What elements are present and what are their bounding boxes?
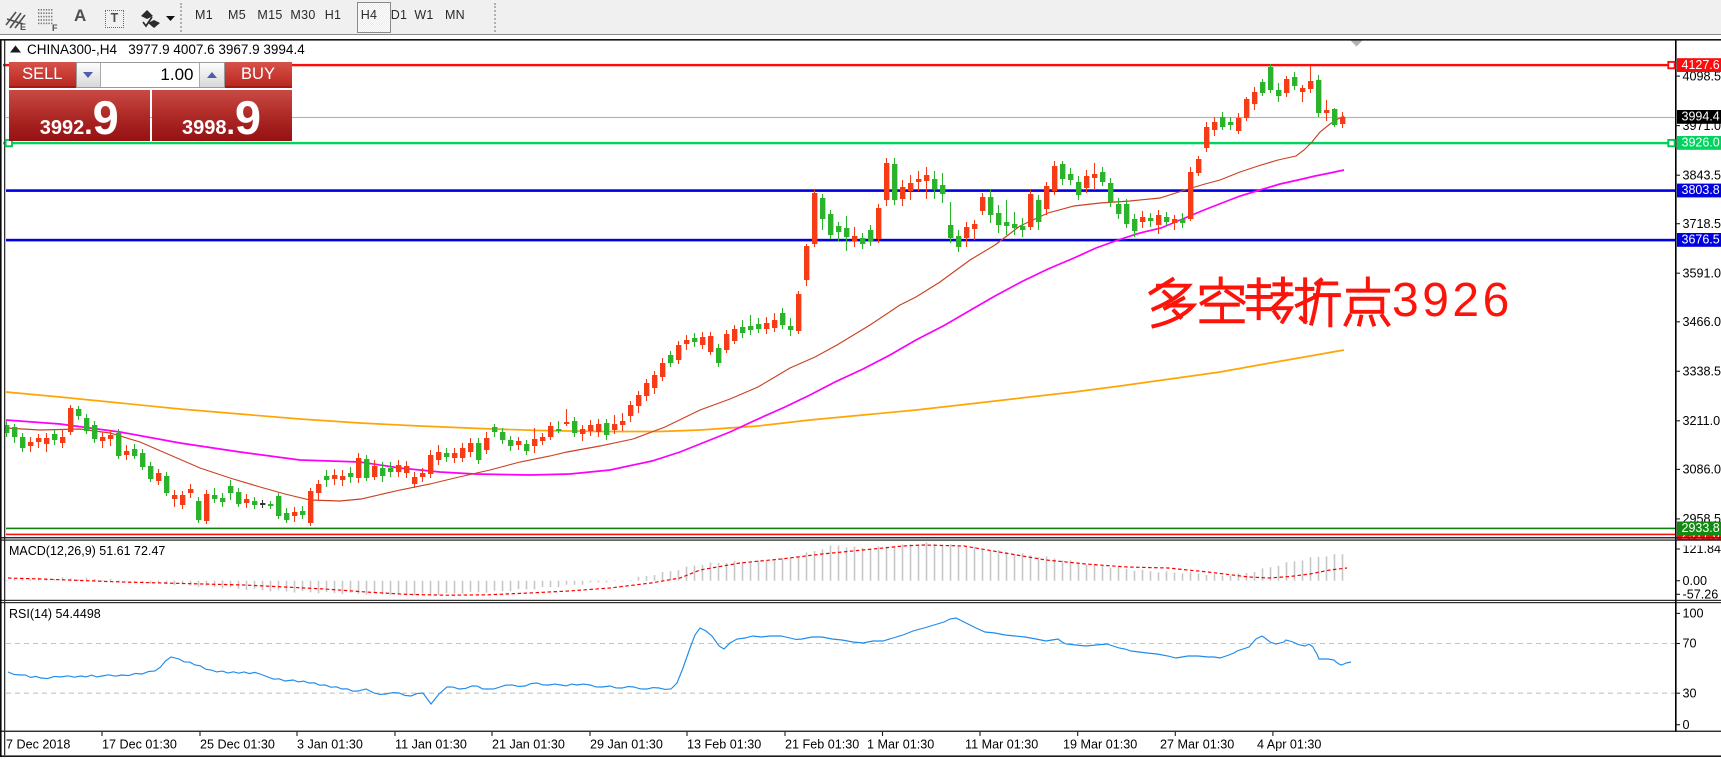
svg-text:3211.0: 3211.0: [1683, 414, 1721, 428]
svg-text:0: 0: [1683, 718, 1690, 732]
svg-text:4127.6: 4127.6: [1682, 58, 1720, 72]
svg-text:3803.8: 3803.8: [1682, 183, 1720, 197]
svg-text:29 Jan 01:30: 29 Jan 01:30: [590, 738, 663, 752]
svg-text:3843.5: 3843.5: [1683, 168, 1721, 182]
svg-text:13 Feb 01:30: 13 Feb 01:30: [687, 738, 761, 752]
svg-text:30: 30: [1683, 686, 1697, 700]
svg-text:RSI(14) 54.4498: RSI(14) 54.4498: [9, 607, 101, 621]
svg-text:-57.26: -57.26: [1683, 588, 1719, 602]
svg-text:3086.0: 3086.0: [1683, 463, 1721, 477]
svg-text:3926: 3926: [1392, 274, 1513, 327]
svg-text:CHINA300-,H4 3977.9 4007.6 3: CHINA300-,H4 3977.9 4007.6 3967.9 3994.4: [27, 42, 305, 57]
svg-text:7 Dec 2018: 7 Dec 2018: [6, 738, 70, 752]
svg-text:70: 70: [1683, 637, 1697, 651]
svg-text:100: 100: [1683, 607, 1704, 621]
svg-text:3676.5: 3676.5: [1682, 233, 1720, 247]
svg-text:3 Jan 01:30: 3 Jan 01:30: [297, 738, 363, 752]
svg-text:25 Dec 01:30: 25 Dec 01:30: [200, 738, 275, 752]
svg-text:3718.5: 3718.5: [1683, 217, 1721, 231]
svg-text:27 Mar 01:30: 27 Mar 01:30: [1160, 738, 1234, 752]
svg-text:11 Mar 01:30: 11 Mar 01:30: [965, 738, 1038, 752]
svg-text:21 Jan 01:30: 21 Jan 01:30: [492, 738, 565, 752]
svg-text:3466.0: 3466.0: [1683, 315, 1721, 329]
svg-text:3591.0: 3591.0: [1683, 266, 1721, 280]
svg-text:3338.5: 3338.5: [1683, 365, 1721, 379]
svg-text:21 Feb 01:30: 21 Feb 01:30: [785, 738, 859, 752]
svg-text:0.00: 0.00: [1683, 574, 1708, 588]
svg-text:3926.0: 3926.0: [1682, 136, 1720, 150]
svg-text:3994.4: 3994.4: [1682, 110, 1720, 124]
svg-text:F: F: [52, 23, 58, 32]
svg-text:2933.8: 2933.8: [1682, 521, 1720, 535]
svg-text:MACD(12,26,9) 51.61 72.47: MACD(12,26,9) 51.61 72.47: [9, 544, 165, 558]
svg-text:1 Mar 01:30: 1 Mar 01:30: [867, 738, 934, 752]
svg-text:17 Dec 01:30: 17 Dec 01:30: [102, 738, 177, 752]
svg-text:19 Mar 01:30: 19 Mar 01:30: [1063, 738, 1137, 752]
svg-text:E: E: [20, 22, 26, 31]
svg-text:4 Apr 01:30: 4 Apr 01:30: [1257, 738, 1321, 752]
svg-text:11 Jan 01:30: 11 Jan 01:30: [395, 738, 467, 752]
svg-text:4098.5: 4098.5: [1683, 69, 1721, 83]
